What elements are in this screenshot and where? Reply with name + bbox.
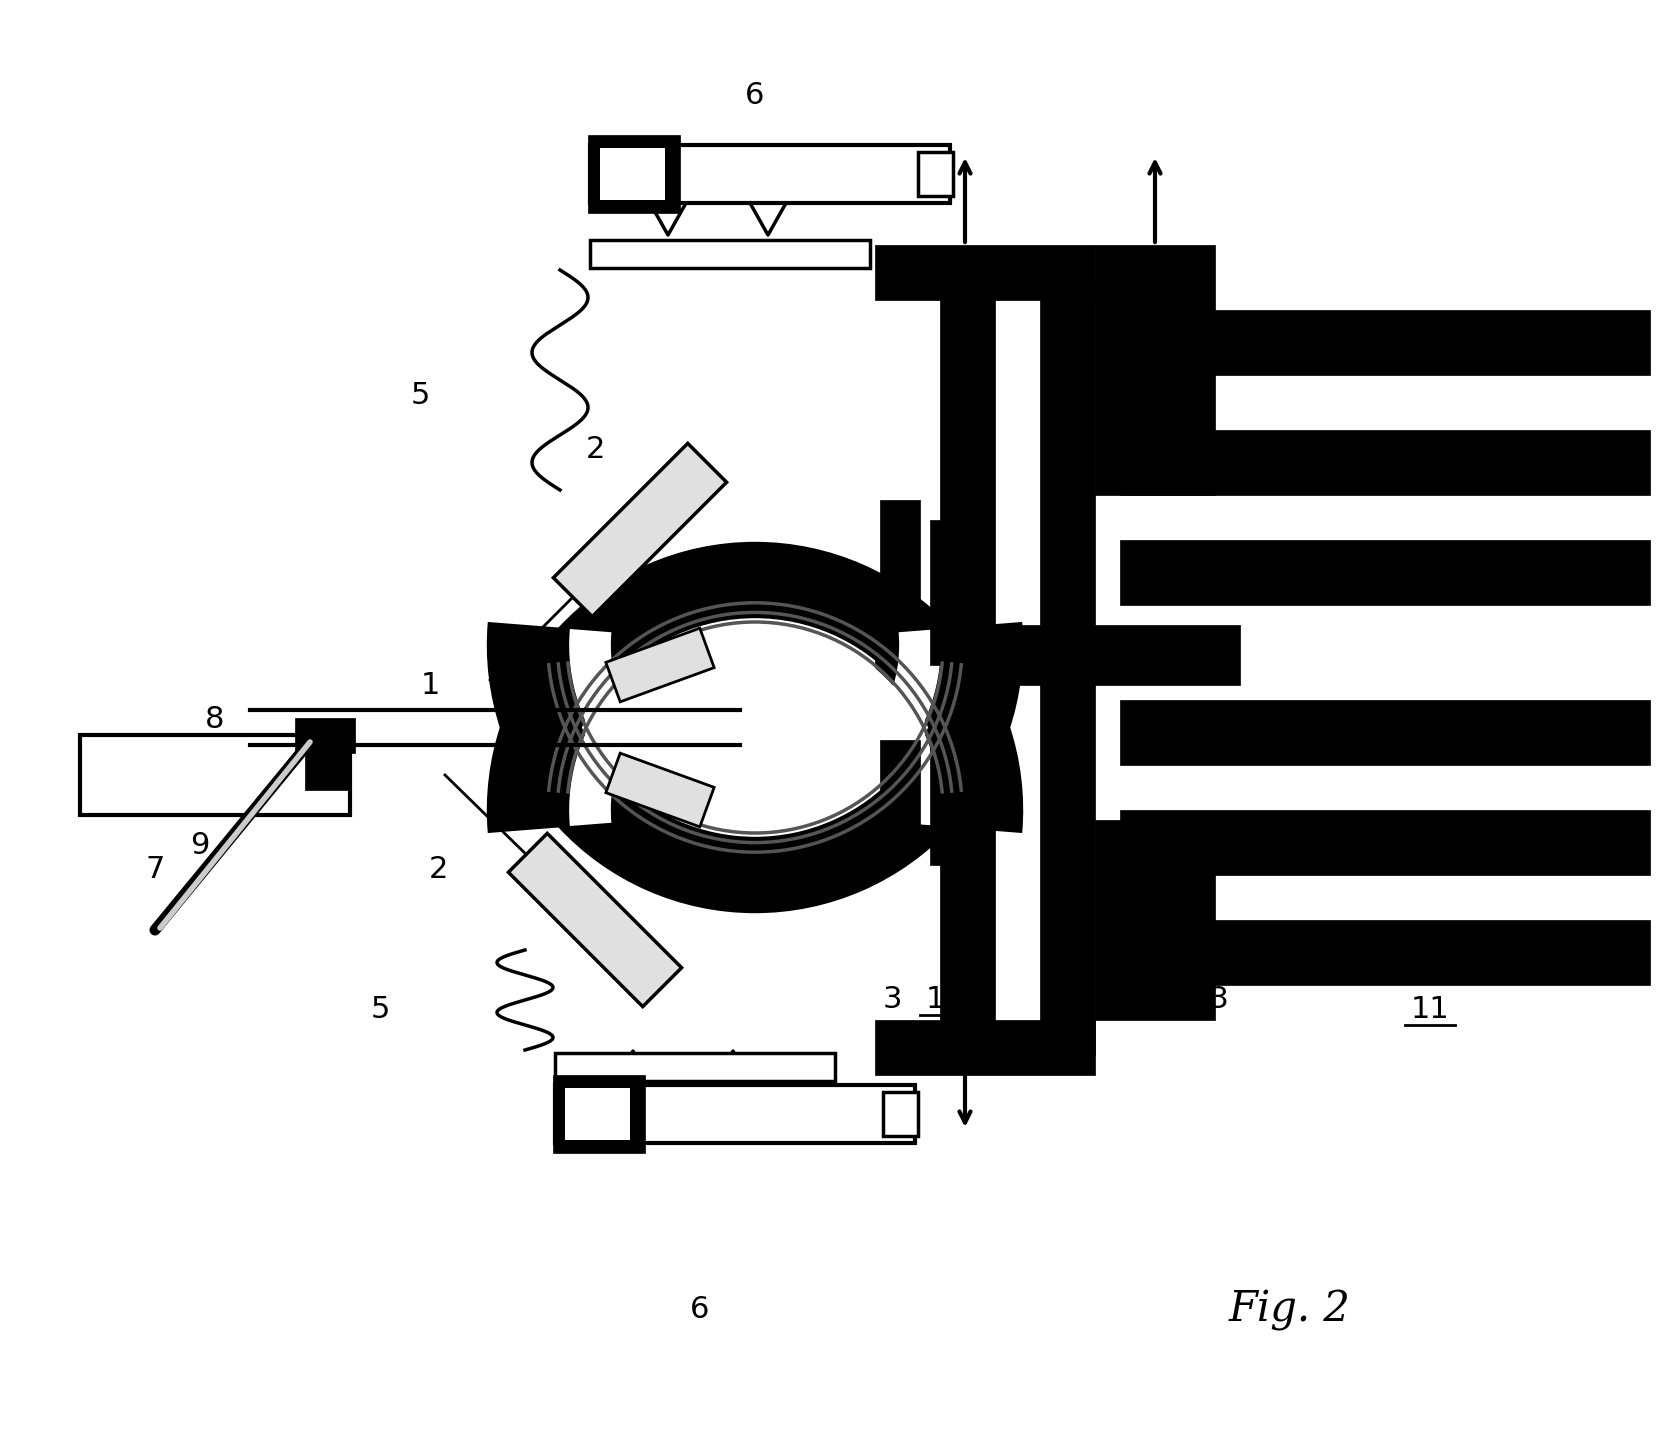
Text: 21: 21 xyxy=(741,881,780,910)
Text: 9: 9 xyxy=(191,830,209,859)
Bar xyxy=(875,245,1096,300)
Bar xyxy=(1119,430,1650,495)
Text: 27: 27 xyxy=(560,651,599,680)
Bar xyxy=(601,149,664,199)
Bar xyxy=(940,280,995,660)
Text: 6: 6 xyxy=(744,80,765,109)
Bar xyxy=(1041,684,1096,1056)
Polygon shape xyxy=(606,628,714,702)
Bar xyxy=(555,1085,915,1143)
Text: 6: 6 xyxy=(691,1296,709,1325)
Text: 1: 1 xyxy=(420,671,440,699)
Bar xyxy=(554,1075,646,1153)
Bar xyxy=(1119,700,1650,764)
Polygon shape xyxy=(554,444,726,617)
Text: 3: 3 xyxy=(882,986,902,1015)
Text: 10: 10 xyxy=(925,986,964,1015)
Bar xyxy=(1096,820,1215,1021)
Text: 21: 21 xyxy=(776,550,815,579)
Text: 5: 5 xyxy=(370,996,390,1025)
Bar xyxy=(1096,245,1215,495)
Bar xyxy=(565,1088,631,1140)
Bar xyxy=(587,135,679,213)
Bar xyxy=(880,740,920,850)
Bar xyxy=(591,240,870,268)
Polygon shape xyxy=(509,833,681,1006)
Bar xyxy=(1119,540,1650,606)
Bar xyxy=(930,520,965,665)
Text: 2: 2 xyxy=(586,435,604,464)
Bar xyxy=(80,735,350,815)
Polygon shape xyxy=(606,753,714,827)
Bar xyxy=(294,718,355,753)
Text: 2: 2 xyxy=(428,856,448,884)
Bar xyxy=(1119,920,1650,986)
Text: 5: 5 xyxy=(410,380,430,409)
Text: 8: 8 xyxy=(206,706,224,734)
Bar xyxy=(918,151,954,197)
Text: 20: 20 xyxy=(985,1045,1024,1075)
Bar xyxy=(1041,280,1096,660)
Bar xyxy=(930,721,965,865)
Bar xyxy=(875,1021,1096,1075)
Bar xyxy=(1119,810,1650,875)
Bar xyxy=(591,146,950,202)
Bar xyxy=(940,684,995,1056)
Bar xyxy=(1119,310,1650,376)
Text: 13: 13 xyxy=(1191,986,1230,1015)
Bar xyxy=(555,1053,835,1080)
Text: 11: 11 xyxy=(1410,996,1449,1025)
Text: Fig. 2: Fig. 2 xyxy=(1230,1289,1350,1331)
Text: 4: 4 xyxy=(925,1021,945,1050)
Bar xyxy=(883,1092,918,1136)
Bar xyxy=(880,499,920,610)
Text: 7: 7 xyxy=(146,856,164,884)
Bar xyxy=(304,735,350,791)
Bar xyxy=(875,625,1240,684)
